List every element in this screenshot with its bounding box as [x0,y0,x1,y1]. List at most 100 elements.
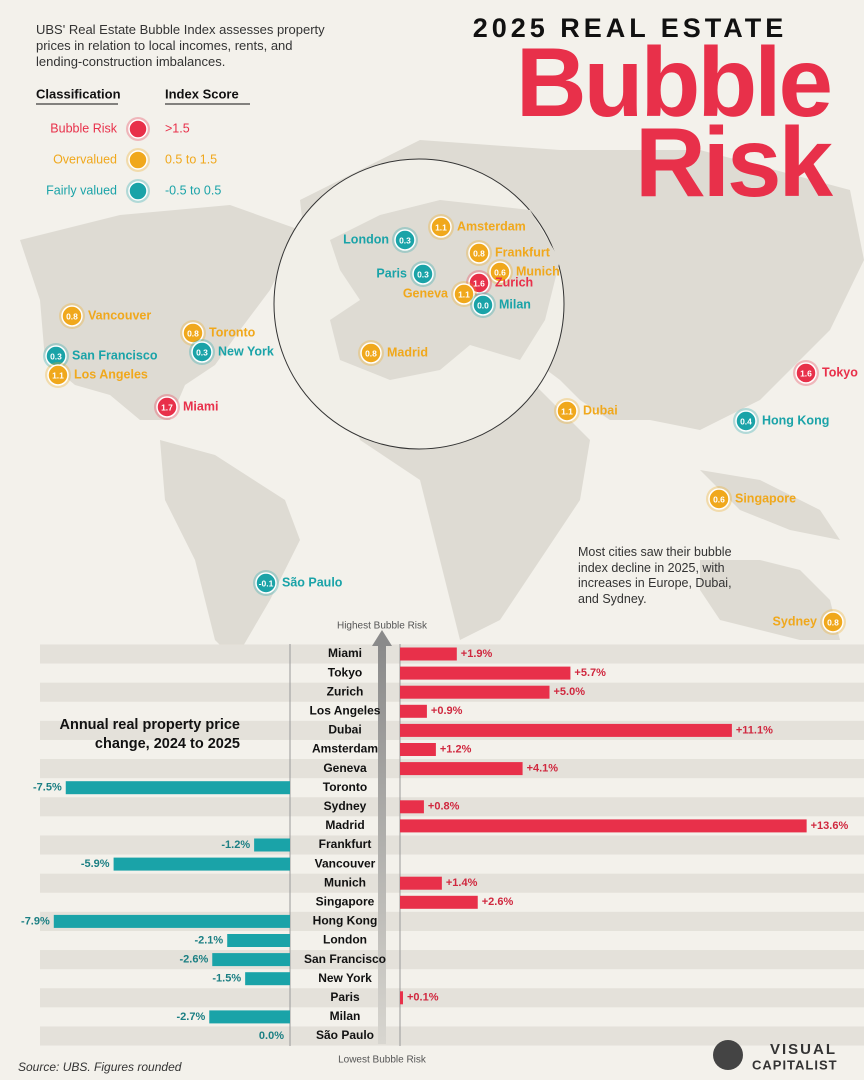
score-label: -0.1 [259,578,274,588]
bar [400,800,424,814]
bar [212,953,290,967]
category-label: Zurich [327,684,364,698]
row-stripe [40,988,864,1008]
legend-range: -0.5 to 0.5 [165,183,221,197]
value-label: +0.8% [428,801,460,813]
city-marker [430,216,452,238]
score-label: 0.8 [827,617,839,627]
legend-label: Fairly valued [46,183,117,197]
city-label: Geneva [403,286,449,300]
bar [400,895,478,909]
legend-swatch [128,119,148,139]
value-label: +0.9% [431,705,463,717]
value-label: 0.0% [259,1030,284,1042]
category-label: Miami [328,646,362,660]
value-label: +1.4% [446,877,478,889]
score-label: 0.4 [740,416,752,426]
legend-label: Bubble Risk [50,121,117,135]
city-label: Zurich [495,275,533,289]
row-stripe [40,950,864,970]
category-label: Vancouver [315,856,376,870]
city-marker [394,229,416,251]
bar [227,934,290,947]
score-label: 1.7 [161,402,173,412]
risk-arrow [378,644,386,1044]
bar [400,723,732,737]
city-label: Miami [183,399,218,413]
city-marker [412,263,434,285]
risk-arrow-head [372,630,392,646]
city-marker [468,272,490,294]
bar [65,781,290,795]
value-label: +0.1% [407,992,439,1004]
bar [400,876,442,890]
row-stripe [40,835,864,855]
category-label: Madrid [325,818,364,832]
city-label: Los Angeles [74,367,148,381]
score-label: 1.6 [473,278,485,288]
title-top: 2025 REAL ESTATE [473,13,788,43]
value-label: -1.2% [221,839,250,851]
bar [400,819,807,833]
score-label: 0.3 [417,269,429,279]
chart-title: Annual real property price change, 2024 … [59,717,241,752]
value-label: -2.1% [194,934,223,946]
city-label: Vancouver [88,308,151,322]
city-marker [191,341,213,363]
city-label: Sydney [773,614,818,628]
legend-swatch [128,150,148,170]
city-label: São Paulo [282,575,343,589]
brand: CAPITALIST [752,1057,838,1072]
bar [400,666,571,680]
category-label: Singapore [316,894,375,908]
score-label: 0.8 [365,348,377,358]
city-marker [468,242,490,264]
intro-text: UBS' Real Estate Bubble Index assesses p… [36,22,325,69]
city-marker [489,261,511,283]
category-label: Tokyo [328,665,362,679]
city-label: Munich [516,264,560,278]
city-label: Amsterdam [457,219,526,233]
city-marker [182,322,204,344]
bar [400,647,457,661]
category-label: Dubai [328,723,361,737]
value-label: +5.0% [554,686,586,698]
axis-note: Highest Bubble Risk [337,621,428,632]
city-marker [708,488,730,510]
brand-logo [713,1040,743,1070]
category-label: São Paulo [316,1028,374,1042]
category-label: Paris [330,990,360,1004]
score-label: 0.3 [399,235,411,245]
score-label: 0.3 [196,347,208,357]
city-label: Milan [499,297,531,311]
city-marker [472,294,494,316]
value-label: -7.5% [33,782,62,794]
value-label: +13.6% [811,820,849,832]
score-label: 1.6 [800,368,812,378]
value-label: -1.5% [212,973,241,985]
category-label: Geneva [323,761,367,775]
brand: VISUAL [770,1041,837,1058]
city-label: Paris [376,266,407,280]
bar [254,838,290,852]
legend-label: Overvalued [53,152,117,166]
row-stripe [40,873,864,893]
city-marker [47,364,69,386]
category-label: Amsterdam [312,742,378,756]
title-word: Bubble [516,27,831,137]
category-label: Hong Kong [313,914,378,928]
city-label: London [343,232,389,246]
legend-range: >1.5 [165,121,190,135]
value-label: -2.6% [180,954,209,966]
city-marker [255,572,277,594]
value-label: -2.7% [177,1011,206,1023]
city-label: Frankfurt [495,245,551,259]
score-label: 0.6 [494,267,506,277]
note-text: Most cities saw their bubble index decli… [578,545,732,606]
city-label: Tokyo [822,365,858,379]
value-label: +1.9% [461,648,493,660]
value-label: -5.9% [81,858,110,870]
bar [400,743,436,756]
city-marker [453,283,475,305]
city-marker [822,611,844,633]
